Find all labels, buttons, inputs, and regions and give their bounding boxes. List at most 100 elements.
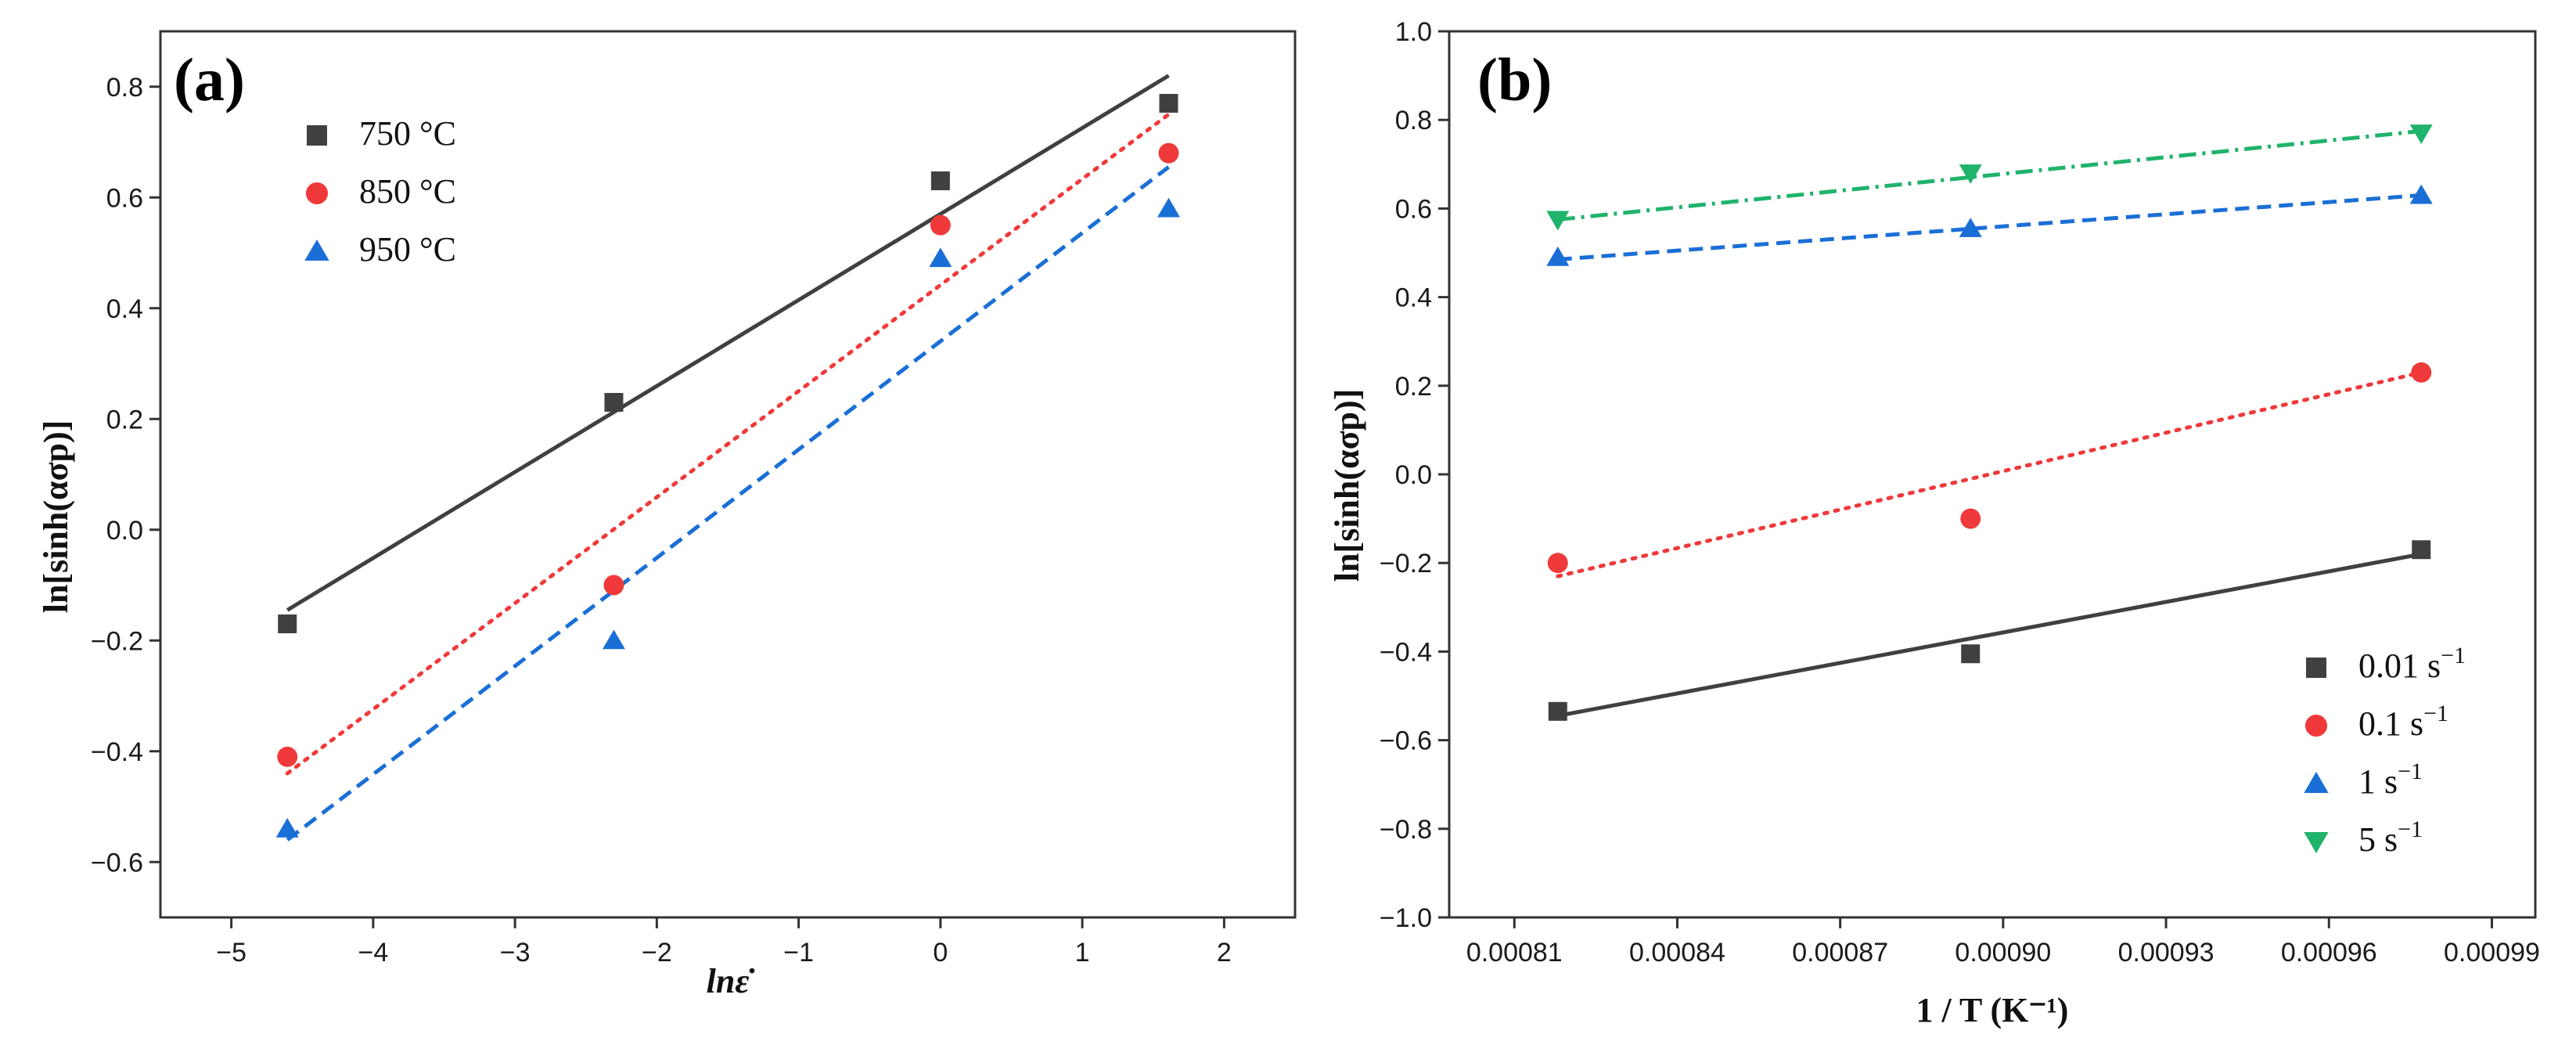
a-data-point-series-3 <box>929 247 952 268</box>
a-data-point-series-2 <box>1158 142 1179 164</box>
b-legend-marker-4 <box>2304 832 2329 853</box>
a-x-tick-label: 1 <box>1075 938 1090 968</box>
b-legend-entry-2: 0.1 s−1 <box>2358 701 2448 743</box>
a-y-tick-label: −0.6 <box>91 848 143 877</box>
a-fit-line-series-2 <box>285 112 1171 776</box>
panel-a-y-axis-title: ln[sinh(ασp)] <box>37 420 75 614</box>
a-legend-entry-1: 750 °C <box>359 114 456 153</box>
b-data-point-series-1 <box>1548 701 1567 721</box>
b-legend-marker-2 <box>2304 714 2328 737</box>
a-fit-line-series-1 <box>286 74 1170 612</box>
panel-b-y-ticks: −1.0 −0.8 −0.6 −0.4 −0.2 0.0 0.2 0.4 0.6 0.8 1.0 <box>1380 17 1449 933</box>
b-legend-superscript: −1 <box>2398 816 2423 842</box>
b-y-tick-label: 0.6 <box>1395 194 1432 224</box>
panel-b: 0.00081 0.00084 0.00087 0.00090 0.00093 0.000… <box>1328 17 2540 1029</box>
b-data-point-series-2 <box>1960 508 1981 529</box>
a-x-tick-label: 2 <box>1217 938 1232 968</box>
a-legend-marker-1 <box>307 125 327 146</box>
panel-b-data-points <box>1546 124 2433 721</box>
b-data-point-series-2 <box>1547 553 1568 574</box>
b-data-point-series-3 <box>2409 184 2433 204</box>
panel-b-x-ticks: 0.00081 0.00084 0.00087 0.00090 0.00093 0.000… <box>1466 917 2540 968</box>
a-y-tick-label: −0.4 <box>91 737 143 767</box>
panel-b-fit-lines <box>1556 128 2423 718</box>
a-x-tick-label: 0 <box>933 938 948 968</box>
b-legend-entry-1: 0.01 s−1 <box>2358 643 2466 685</box>
a-y-tick-label: 0.2 <box>106 405 143 434</box>
a-y-tick-label: 0.8 <box>106 73 143 103</box>
b-legend-entry-4: 5 s−1 <box>2358 816 2423 859</box>
b-legend-label: 1 s <box>2358 762 2398 801</box>
panel-a-legend: 750 °C 850 °C 950 °C <box>304 114 456 268</box>
b-x-tick-label: 0.00081 <box>1466 938 1563 968</box>
a-fit-line-series-3 <box>286 165 1171 841</box>
b-legend-marker-1 <box>2306 658 2326 678</box>
a-legend-marker-3 <box>304 240 329 261</box>
b-legend-superscript: −1 <box>2423 701 2448 726</box>
b-fit-line-series-2 <box>1556 370 2423 578</box>
a-y-tick-label: 0.4 <box>106 294 143 324</box>
panel-a-y-ticks: −0.6 −0.4 −0.2 0.0 0.2 0.4 0.6 0.8 <box>91 73 160 877</box>
b-fit-line-series-3 <box>1557 193 2422 261</box>
b-legend-superscript: −1 <box>2398 759 2423 784</box>
a-legend-label: 850 °C <box>359 172 456 211</box>
a-data-point-series-2 <box>930 214 951 236</box>
b-legend-marker-3 <box>2304 772 2329 793</box>
b-x-tick-label: 0.00087 <box>1792 938 1888 968</box>
panel-b-label: (b) <box>1477 45 1552 114</box>
b-y-tick-label: 0.2 <box>1395 372 1432 402</box>
a-data-point-series-1 <box>930 171 950 191</box>
panel-a-fit-lines <box>285 74 1171 841</box>
b-y-tick-label: 1.0 <box>1395 17 1432 47</box>
a-legend-label: 950 °C <box>359 230 456 268</box>
a-legend-label: 750 °C <box>359 114 456 153</box>
b-y-tick-label: 0.4 <box>1395 283 1432 313</box>
b-data-point-series-2 <box>2411 362 2432 383</box>
a-y-tick-label: −0.2 <box>91 626 143 656</box>
b-data-point-series-4 <box>1546 211 1570 231</box>
panel-a-plot-frame <box>159 30 1297 919</box>
panel-b-y-axis-title: ln[sinh(ασp)] <box>1328 389 1366 582</box>
b-legend-entry-3: 1 s−1 <box>2358 759 2423 801</box>
a-legend-entry-3: 950 °C <box>359 230 456 268</box>
b-fit-line-series-1 <box>1557 552 2422 718</box>
b-x-tick-label: 0.00084 <box>1629 938 1725 968</box>
b-x-tick-label: 0.00096 <box>2281 938 2377 968</box>
a-data-point-series-3 <box>602 629 625 650</box>
a-legend-marker-2 <box>305 182 329 205</box>
b-data-point-series-3 <box>1959 218 1982 237</box>
panel-a-x-ticks: −5 −4 −3 −2 −1 0 1 2 <box>216 917 1232 968</box>
a-data-point-series-1 <box>278 614 297 634</box>
a-x-tick-label: −1 <box>783 938 814 968</box>
a-data-point-series-2 <box>277 746 298 767</box>
a-data-point-series-1 <box>604 393 624 413</box>
a-x-tick-label: −3 <box>500 938 531 968</box>
b-legend-label: 5 s <box>2358 820 2398 859</box>
panel-b-legend: 0.01 s−10.1 s−11 s−15 s−1 <box>2304 643 2466 859</box>
b-legend-label: 0.1 s <box>2358 704 2423 743</box>
a-y-tick-label: 0.0 <box>106 516 143 546</box>
b-y-tick-label: 0.0 <box>1395 460 1432 490</box>
b-y-tick-label: 0.8 <box>1395 106 1432 135</box>
b-data-point-series-4 <box>2409 124 2433 144</box>
b-x-tick-label: 0.00099 <box>2444 938 2540 968</box>
panel-a: −5 −4 −3 −2 −1 0 1 2 −0.6 −0.4 −0.2 0.0 0.2 0.4 0.6 0.… <box>37 30 1297 1000</box>
panel-a-x-axis-title: lnε̇ <box>707 962 755 1000</box>
a-x-tick-label: −5 <box>216 938 246 968</box>
a-data-point-series-1 <box>1159 93 1178 113</box>
b-data-point-series-1 <box>1961 644 1981 664</box>
a-x-tick-label: −2 <box>642 938 672 968</box>
b-x-tick-label: 0.00090 <box>1955 938 2051 968</box>
panel-a-data-points <box>275 93 1180 838</box>
panel-a-label: (a) <box>174 45 245 114</box>
b-fit-line-series-4 <box>1557 128 2422 222</box>
b-y-tick-label: −0.4 <box>1380 637 1432 667</box>
b-legend-label: 0.01 s <box>2358 647 2441 685</box>
b-y-tick-label: −0.6 <box>1380 726 1432 756</box>
a-legend-entry-2: 850 °C <box>359 172 456 211</box>
b-data-point-series-3 <box>1546 246 1570 266</box>
a-data-point-series-3 <box>1157 197 1180 218</box>
b-x-tick-label: 0.00093 <box>2118 938 2214 968</box>
b-y-tick-label: −1.0 <box>1380 903 1432 933</box>
